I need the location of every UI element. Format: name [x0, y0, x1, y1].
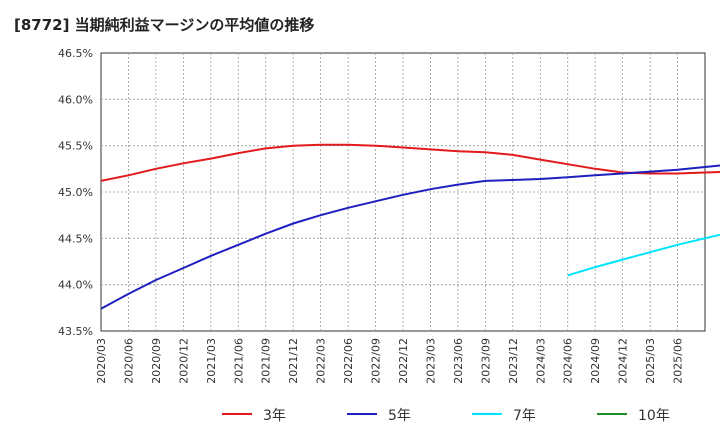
x-tick-label: 2020/06 [122, 338, 135, 384]
y-tick-label: 46.0% [58, 93, 93, 106]
x-tick-label: 2024/06 [562, 338, 575, 384]
x-tick-label: 2024/12 [617, 338, 630, 384]
legend-label: 10年 [638, 408, 670, 424]
x-tick-label: 2021/03 [205, 338, 218, 384]
x-tick-label: 2024/09 [589, 338, 602, 384]
x-tick-label: 2020/03 [95, 338, 108, 384]
y-tick-label: 43.5% [58, 325, 93, 338]
y-tick-label: 46.5% [58, 47, 93, 60]
x-tick-label: 2020/12 [177, 338, 190, 384]
x-tick-label: 2020/09 [150, 338, 163, 384]
x-tick-label: 2023/06 [452, 338, 465, 384]
series-line [100, 143, 720, 182]
x-tick-label: 2021/09 [260, 338, 273, 384]
x-tick-label: 2023/12 [507, 338, 520, 384]
legend-label: 5年 [388, 408, 411, 424]
x-tick-label: 2021/06 [232, 338, 245, 384]
x-tick-label: 2022/12 [397, 338, 410, 384]
y-tick-label: 45.5% [58, 140, 93, 153]
legend-label: 3年 [263, 408, 286, 424]
x-tick-label: 2022/09 [370, 338, 383, 384]
x-tick-label: 2022/06 [342, 338, 355, 384]
chart-title: [8772] 当期純利益マージンの平均値の推移 [14, 16, 315, 34]
x-tick-label: 2024/03 [534, 338, 547, 384]
series-line [100, 164, 720, 310]
x-tick-label: 2023/09 [479, 338, 492, 384]
legend-label: 7年 [513, 408, 536, 424]
y-tick-label: 44.5% [58, 232, 93, 245]
x-tick-label: 2025/03 [644, 338, 657, 384]
x-tick-label: 2023/03 [424, 338, 437, 384]
y-tick-label: 45.0% [58, 186, 93, 199]
y-tick-label: 44.0% [58, 279, 93, 292]
x-tick-label: 2021/12 [287, 338, 300, 384]
x-tick-label: 2022/03 [315, 338, 328, 384]
x-tick-label: 2025/06 [672, 338, 685, 384]
